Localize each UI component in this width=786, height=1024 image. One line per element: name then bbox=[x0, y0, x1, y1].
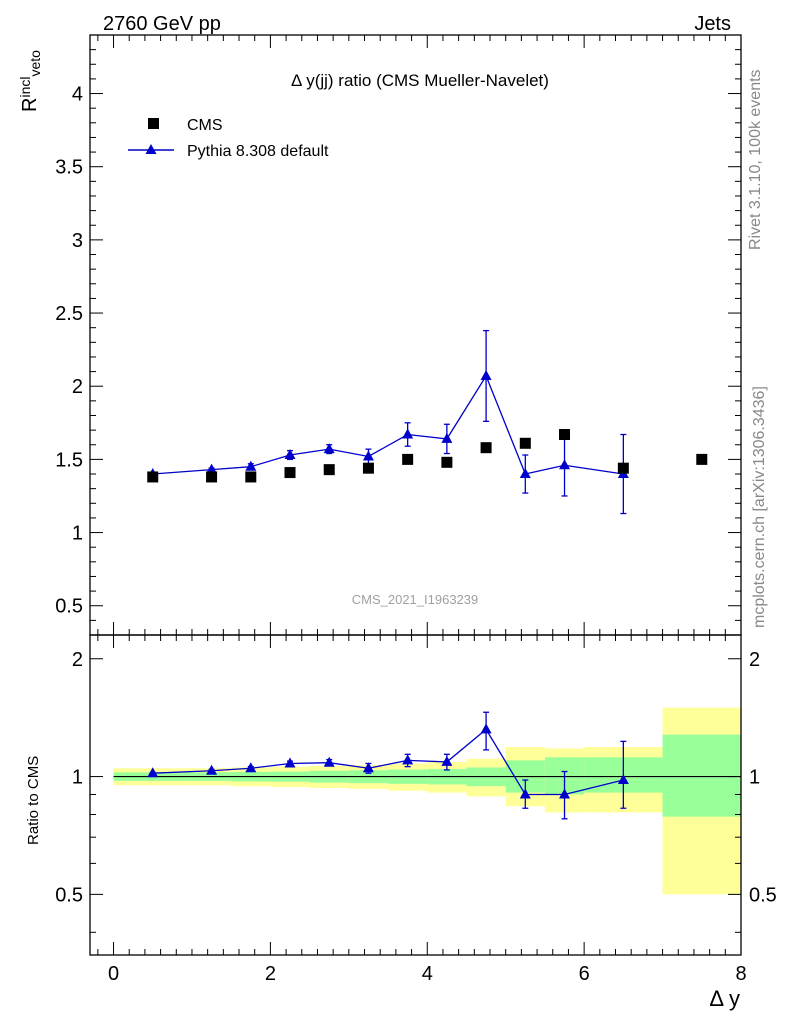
band-inner-12 bbox=[662, 734, 741, 817]
ratio-series-line bbox=[152, 728, 624, 796]
ytick-label: 3 bbox=[72, 230, 83, 252]
ytick-label: 2 bbox=[72, 376, 83, 398]
pythia-point-6 bbox=[402, 428, 414, 439]
mcplots-label: mcplots.cern.ch [arXiv:1306.3436] bbox=[751, 386, 768, 628]
cms-point-6 bbox=[402, 453, 414, 465]
cms-point-10 bbox=[559, 429, 571, 441]
pythia-point-7 bbox=[441, 432, 453, 443]
main-ylabel: Rinclveto bbox=[17, 50, 43, 112]
cms-point-5 bbox=[362, 462, 374, 474]
ytick-label: 2.5 bbox=[55, 303, 83, 325]
rivet-label: Rivet 3.1.10, 100k events bbox=[747, 69, 764, 250]
ratio-point-3 bbox=[284, 757, 296, 768]
svg-text:Rinclveto: Rinclveto bbox=[17, 50, 43, 112]
header-right: Jets bbox=[694, 13, 731, 35]
ratio-ytick-label: 0.5 bbox=[55, 884, 83, 906]
xtick-label: 4 bbox=[422, 963, 433, 985]
watermark: CMS_2021_I1963239 bbox=[352, 592, 479, 607]
ratio-point-7 bbox=[441, 755, 453, 766]
pythia-point-10 bbox=[559, 459, 571, 470]
xtick-label: 6 bbox=[579, 963, 590, 985]
ytick-label: 4 bbox=[72, 84, 83, 106]
chart-title: Δ y(jj) ratio (CMS Mueller-Navelet) bbox=[291, 71, 549, 90]
xtick-label: 2 bbox=[265, 963, 276, 985]
ratio-point-1 bbox=[206, 764, 218, 775]
cms-point-11 bbox=[617, 462, 629, 474]
ytick-label: 1.5 bbox=[55, 449, 83, 471]
ytick-label: 1 bbox=[72, 523, 83, 545]
ytick-label: 3.5 bbox=[55, 157, 83, 179]
cms-point-4 bbox=[323, 464, 335, 476]
cms-point-9 bbox=[519, 437, 531, 449]
ratio-point-6 bbox=[402, 754, 414, 765]
ratio-point-2 bbox=[245, 762, 257, 773]
header-left: 2760 GeV pp bbox=[103, 13, 221, 35]
ratio-point-9 bbox=[519, 788, 531, 799]
pythia-point-2 bbox=[245, 460, 257, 471]
ratio-frame bbox=[89, 634, 742, 956]
cms-point-7 bbox=[441, 456, 453, 468]
pythia-point-9 bbox=[519, 468, 531, 479]
ratio-ylabel: Ratio to CMS bbox=[25, 756, 42, 845]
legend-pythia-label: Pythia 8.308 default bbox=[187, 143, 329, 160]
cms-point-3 bbox=[284, 467, 296, 479]
main-ylabel-sup: incl bbox=[17, 77, 33, 98]
ratio-ytick-label-right: 2 bbox=[749, 649, 760, 671]
pythia-point-8 bbox=[480, 369, 492, 380]
ratio-ytick-label-right: 1 bbox=[749, 767, 760, 789]
main-ylabel-main: R bbox=[19, 98, 41, 112]
main-ylabel-sub: veto bbox=[27, 50, 43, 77]
ratio-point-4 bbox=[323, 756, 335, 767]
cms-point-1 bbox=[206, 471, 218, 483]
pythia-point-3 bbox=[284, 449, 296, 459]
xtick-label: 0 bbox=[108, 963, 119, 985]
cms-point-0 bbox=[147, 471, 159, 483]
ratio-ytick-label-right: 0.5 bbox=[749, 884, 777, 906]
ratio-point-5 bbox=[362, 762, 374, 773]
pythia-line bbox=[152, 374, 624, 475]
axes: 0 2 4 6 8 0.5 1 1.5 2 2.5 3 3.5 4 0.5 0.5 1 1 2 2 bbox=[55, 34, 777, 985]
main-marks bbox=[147, 329, 708, 515]
ratio-ytick-label: 1 bbox=[72, 767, 83, 789]
pythia-point-4 bbox=[323, 443, 335, 454]
cms-point-8 bbox=[480, 442, 492, 454]
ratio-point-8 bbox=[480, 723, 492, 734]
ratio-ytick-label: 2 bbox=[72, 649, 83, 671]
pythia-point-5 bbox=[362, 450, 374, 461]
xtick-label: 8 bbox=[735, 963, 746, 985]
ratio-point-0 bbox=[147, 767, 159, 778]
ytick-label: 0.5 bbox=[55, 596, 83, 618]
cms-point-12 bbox=[696, 453, 708, 465]
cms-point-2 bbox=[245, 471, 257, 483]
ratio-point-11 bbox=[617, 773, 629, 784]
ratio-marks bbox=[113, 711, 741, 820]
ratio-point-10 bbox=[559, 788, 571, 799]
legend: CMS Pythia 8.308 default bbox=[128, 117, 329, 160]
legend-cms-label: CMS bbox=[187, 117, 223, 134]
legend-pythia-marker bbox=[145, 144, 157, 154]
ratio-bands bbox=[113, 707, 741, 895]
legend-cms-marker bbox=[148, 118, 159, 129]
xlabel: Δ y bbox=[709, 986, 740, 1011]
pythia-point-1 bbox=[206, 463, 218, 474]
